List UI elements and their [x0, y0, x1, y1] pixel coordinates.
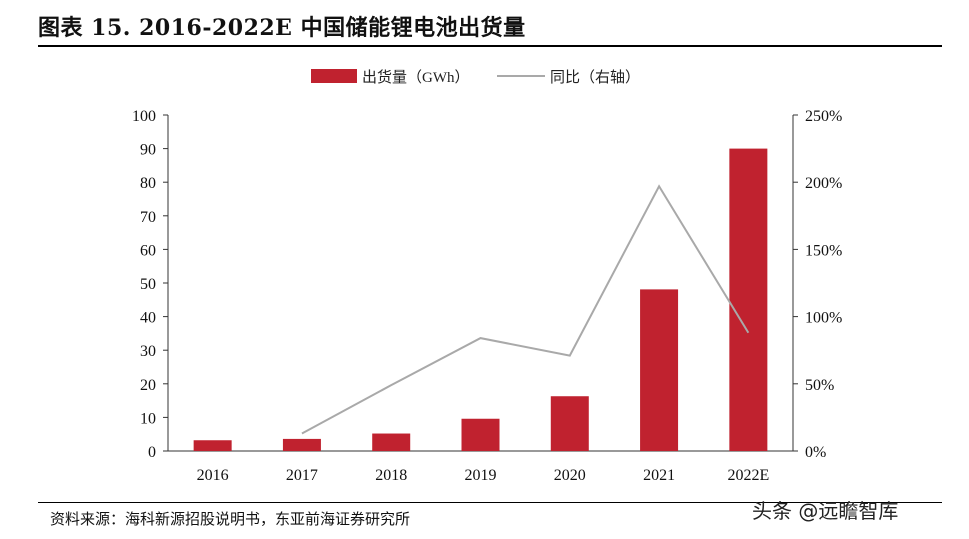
left-axis-tick-label: 50	[140, 276, 156, 293]
left-axis-tick-label: 80	[140, 175, 156, 192]
left-axis-tick-label: 70	[140, 209, 156, 226]
legend: 出货量（GWh） 同比（右轴）	[311, 69, 640, 86]
right-axis-tick-label: 250%	[805, 108, 842, 125]
left-axis-tick-label: 60	[140, 242, 156, 259]
left-axis-tick-label: 30	[140, 343, 156, 360]
right-axis-tick-label: 100%	[805, 310, 842, 327]
axes: 0 10 20 30 40 50 60 70 80 90 100 0% 50% 100% 150% 200% 2…	[132, 108, 842, 484]
source-rule	[38, 502, 942, 503]
legend-label-line: 同比（右轴）	[550, 69, 640, 86]
x-axis-tick-label: 2020	[554, 467, 586, 484]
bar	[372, 433, 411, 451]
left-axis-tick-label: 90	[140, 142, 156, 159]
left-axis-tick-label: 0	[148, 444, 156, 461]
source-note: 资料来源：海科新源招股说明书，东亚前海证券研究所	[50, 510, 411, 528]
x-axis-tick-label: 2017	[286, 467, 318, 484]
right-axis-tick-label: 150%	[805, 242, 842, 259]
bar	[461, 418, 500, 451]
left-axis-tick-label: 20	[140, 377, 156, 394]
left-axis-tick-label: 40	[140, 310, 156, 327]
x-axis-tick-label: 2018	[375, 467, 407, 484]
left-axis-tick-label: 10	[140, 410, 156, 427]
yoy-line	[301, 184, 750, 435]
bars	[193, 148, 768, 451]
x-axis-tick-label: 2016	[197, 467, 229, 484]
legend-label-bar: 出货量（GWh）	[362, 69, 470, 86]
watermark: 头条 @远瞻智库	[752, 499, 899, 523]
bar	[640, 289, 679, 451]
x-axis-tick-label: 2021	[643, 467, 675, 484]
x-axis-tick-label: 2022E	[727, 467, 769, 484]
right-axis-tick-label: 0%	[805, 444, 826, 461]
yoy-line-path	[301, 184, 750, 435]
bar	[282, 438, 321, 451]
figure-title: 图表 15. 2016-2022E 中国储能锂电池出货量	[38, 15, 526, 41]
title-rule	[38, 45, 942, 47]
bar	[193, 440, 232, 451]
left-axis-tick-label: 100	[132, 108, 156, 125]
right-axis-tick-label: 50%	[805, 377, 834, 394]
bar	[729, 148, 768, 451]
x-axis-tick-label: 2019	[465, 467, 497, 484]
right-axis-tick-label: 200%	[805, 175, 842, 192]
bar	[550, 396, 589, 451]
legend-swatch-bar	[311, 69, 357, 83]
